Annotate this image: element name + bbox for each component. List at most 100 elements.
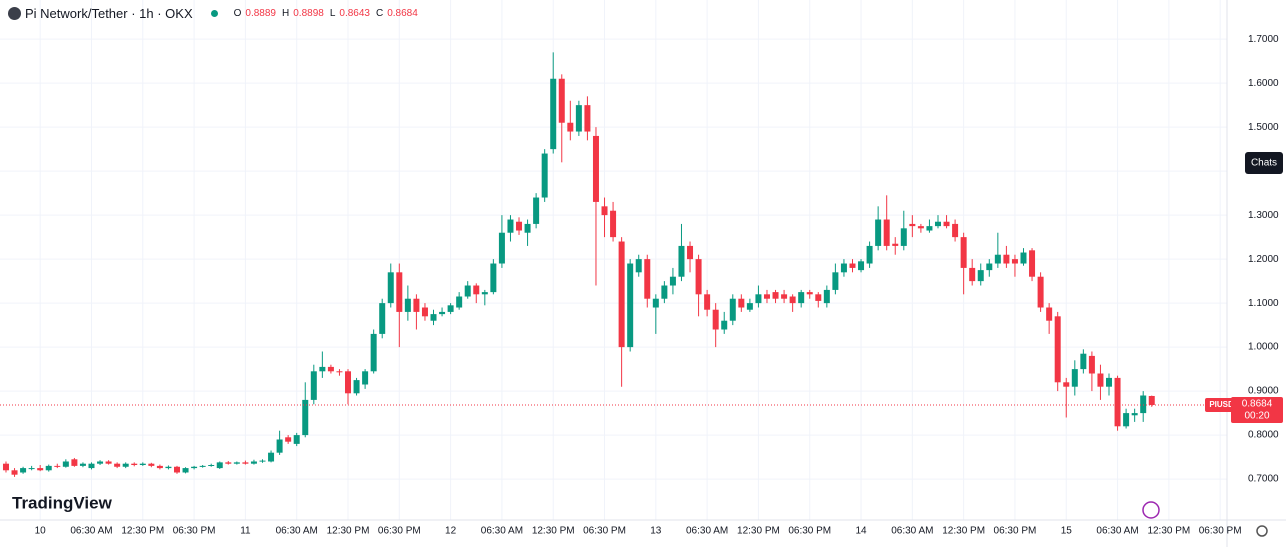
candle-body	[584, 105, 591, 132]
ohlc-value: 0.8898	[293, 7, 324, 19]
candle-body	[173, 466, 180, 473]
y-tick-label: 0.7000	[1248, 474, 1279, 485]
candle-body	[481, 292, 488, 295]
candle-body	[327, 366, 334, 372]
candle-body	[1088, 355, 1095, 374]
candle-body	[345, 371, 352, 394]
candle-body	[516, 221, 523, 231]
ohlc-key: C	[375, 7, 384, 19]
candle-body	[934, 221, 941, 227]
chats-button[interactable]	[1245, 152, 1283, 174]
candle-body	[1123, 413, 1130, 427]
candle-body	[199, 465, 206, 467]
candle-body	[54, 465, 61, 467]
candle-body	[1037, 276, 1044, 308]
x-tick-label: 06:30 PM	[583, 526, 626, 537]
y-tick-label: 1.0000	[1248, 342, 1279, 353]
candle-body	[250, 461, 257, 464]
candle-body	[62, 461, 69, 467]
x-tick-label: 12:30 PM	[121, 526, 164, 537]
candle-body	[1148, 395, 1155, 406]
candle-body	[79, 463, 86, 466]
candle-body	[1020, 252, 1027, 264]
candle-body	[781, 294, 788, 299]
x-tick-label: 06:30 PM	[173, 526, 216, 537]
candle-body	[413, 298, 420, 312]
ohlc-value: 0.8684	[387, 7, 418, 19]
candle-body	[71, 459, 78, 466]
candle-body	[823, 289, 830, 304]
candle-body	[447, 305, 454, 312]
candle-body	[687, 245, 694, 260]
candle-body	[541, 153, 548, 198]
candle-body	[370, 333, 377, 372]
candle-body	[858, 261, 865, 271]
candle-body	[669, 276, 676, 286]
ohlc-key: O	[233, 7, 242, 19]
y-tick-label: 0.8000	[1248, 430, 1279, 441]
candle-body	[952, 223, 959, 238]
candle-body	[1071, 369, 1078, 387]
candle-body	[45, 465, 52, 471]
candle-body	[618, 241, 625, 348]
candle-body	[738, 298, 745, 308]
x-tick-label: 12:30 PM	[1147, 526, 1190, 537]
candle-body	[302, 399, 309, 436]
candle-body	[242, 462, 249, 464]
x-tick-label: 06:30 AM	[686, 526, 728, 537]
x-tick-label: 12:30 PM	[327, 526, 370, 537]
header: Pi Network/Tether · 1h · OKX O 0.8889 H 0.…	[8, 4, 420, 22]
candle-body	[789, 296, 796, 304]
candle-body	[216, 462, 223, 469]
candle-body	[960, 237, 967, 268]
title: Pi Network/Tether · 1h · OKX	[25, 5, 193, 21]
candle-body	[310, 371, 317, 400]
candle-body	[575, 105, 582, 132]
candle-body	[507, 219, 514, 233]
x-tick-label: 06:30 AM	[70, 526, 112, 537]
y-tick-label: 1.5000	[1248, 122, 1279, 133]
alert-icon[interactable]	[1142, 501, 1160, 519]
candle-body	[464, 285, 471, 297]
candle-body	[379, 303, 386, 334]
candle-body	[755, 294, 762, 304]
candle-body	[900, 228, 907, 246]
y-tick-label: 0.9000	[1248, 386, 1279, 397]
candle-body	[456, 296, 463, 308]
candle-body	[421, 307, 428, 317]
candle-body	[37, 468, 44, 471]
x-tick-label: 15	[1061, 526, 1073, 537]
candle-body	[1131, 413, 1138, 416]
x-tick-label: 06:30 AM	[1096, 526, 1138, 537]
x-tick-label: 12:30 PM	[737, 526, 780, 537]
candle-body	[635, 259, 642, 273]
candle-body	[610, 210, 617, 238]
candle-body	[285, 437, 292, 442]
candle-body	[122, 463, 129, 467]
y-tick-label: 1.6000	[1248, 78, 1279, 89]
chats-label: Chats	[1251, 158, 1277, 169]
x-tick-label: 12	[445, 526, 457, 537]
candle-body	[2, 463, 9, 471]
candle-body	[148, 463, 155, 466]
y-tick-label: 1.4000	[1248, 166, 1279, 177]
candle-body	[815, 294, 822, 301]
settings-icon[interactable]	[1256, 525, 1268, 537]
candle-body	[182, 468, 189, 473]
candle-body	[139, 463, 146, 466]
x-tick-label: 10	[35, 526, 47, 537]
y-tick-label: 1.3000	[1248, 210, 1279, 221]
candle-body	[156, 465, 163, 469]
candle-body	[11, 470, 18, 475]
candle-body	[362, 371, 369, 385]
candle-body	[20, 468, 27, 473]
candle-body	[601, 206, 608, 216]
status-dot	[210, 9, 218, 17]
x-tick-label: 12:30 PM	[942, 526, 985, 537]
x-tick-label: 06:30 PM	[788, 526, 831, 537]
candle-body	[1003, 254, 1010, 264]
y-tick-label: 1.7000	[1248, 34, 1279, 45]
candle-body	[986, 263, 993, 271]
candle-body	[729, 298, 736, 321]
